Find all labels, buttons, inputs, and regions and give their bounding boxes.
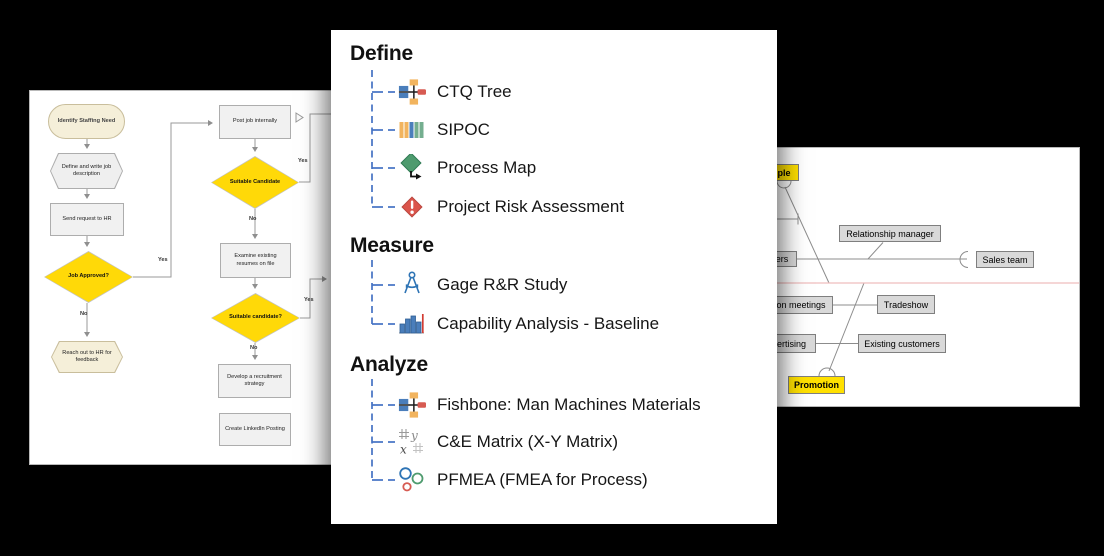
- tool-item-ce-matrix[interactable]: y x C&E Matrix (X-Y Matrix): [398, 428, 618, 456]
- roadmap-tree-lines: [371, 70, 395, 481]
- capability-icon: [398, 310, 426, 338]
- svg-text:y: y: [410, 429, 418, 443]
- edge-label-yes: Yes: [298, 158, 308, 164]
- flowchart-window: Identify Staffing Need Define and write …: [29, 90, 345, 465]
- flow-node-post-job[interactable]: Post job internally: [219, 105, 291, 139]
- tool-item-capability[interactable]: Capability Analysis - Baseline: [398, 310, 659, 338]
- tool-item-process-map[interactable]: Process Map: [398, 154, 536, 182]
- fishbone-icon: [398, 391, 426, 419]
- section-title-define: Define: [350, 42, 413, 65]
- edge-label-yes: Yes: [158, 257, 168, 263]
- edge-label-no: No: [250, 345, 258, 351]
- tool-label: PFMEA (FMEA for Process): [437, 470, 648, 489]
- tool-item-pfmea[interactable]: PFMEA (FMEA for Process): [398, 466, 648, 494]
- fishbone-category-promotion[interactable]: Promotion: [788, 376, 845, 394]
- edge-label-yes: Yes: [304, 297, 314, 303]
- tool-item-gage-rr[interactable]: Gage R&R Study: [398, 271, 567, 299]
- fishbone-cause-advertising[interactable]: ertising: [771, 334, 816, 353]
- tool-item-sipoc[interactable]: SIPOC: [398, 116, 490, 144]
- tool-label: CTQ Tree: [437, 82, 512, 101]
- tool-label: Fishbone: Man Machines Materials: [437, 395, 701, 414]
- svg-text:x: x: [400, 443, 407, 457]
- fishbone-cause-fragment[interactable]: ers: [771, 251, 797, 267]
- tool-label: Gage R&R Study: [437, 275, 568, 294]
- fishbone-window: ple Relationship manager ers Sales team …: [770, 147, 1080, 407]
- fishbone-head-sales-team[interactable]: Sales team: [976, 251, 1034, 268]
- section-title-analyze: Analyze: [350, 353, 428, 376]
- fishbone-cause-relationship-manager[interactable]: Relationship manager: [839, 225, 941, 242]
- flow-node-create-posting[interactable]: Create LinkedIn Posting: [219, 413, 291, 446]
- flow-node-send-request[interactable]: Send request to HR: [50, 203, 124, 236]
- edge-label-no: No: [249, 216, 257, 222]
- fishbone-cause-tradeshow[interactable]: Tradeshow: [877, 295, 935, 314]
- fishbone-cause-meetings[interactable]: on meetings: [771, 296, 833, 314]
- fishbone-connectors: [771, 180, 1079, 377]
- flow-node-develop-strategy[interactable]: Develop a recruitment strategy: [218, 364, 291, 398]
- fishbone-category-people[interactable]: ple: [771, 164, 799, 181]
- tool-label: C&E Matrix (X-Y Matrix): [437, 432, 619, 451]
- tool-item-fishbone[interactable]: Fishbone: Man Machines Materials: [398, 391, 701, 419]
- flow-node-examine-resumes[interactable]: Examine existing resumes on file: [220, 243, 291, 278]
- tool-label: Project Risk Assessment: [437, 197, 625, 216]
- ctq-tree-icon: [398, 78, 426, 106]
- flow-node-start[interactable]: Identify Staffing Need: [48, 104, 125, 139]
- flow-node-reach-out[interactable]: Reach out to HR for feedback: [51, 341, 123, 373]
- tool-label: SIPOC: [437, 120, 490, 139]
- sipoc-icon: [398, 116, 426, 144]
- pfmea-icon: [398, 466, 426, 494]
- tool-label: Process Map: [437, 158, 537, 177]
- tool-item-risk-assessment[interactable]: Project Risk Assessment: [398, 193, 624, 221]
- ce-matrix-icon: y x: [398, 428, 426, 456]
- tool-item-ctq-tree[interactable]: CTQ Tree: [398, 78, 512, 106]
- flow-node-define-job[interactable]: Define and write job description: [50, 153, 123, 189]
- tool-label: Capability Analysis - Baseline: [437, 314, 660, 333]
- roadmap-window: Define Measure Analyze CTQ Tree: [331, 30, 777, 524]
- edge-label-no: No: [80, 311, 88, 317]
- process-map-icon: [398, 154, 426, 182]
- risk-assessment-icon: [398, 193, 426, 221]
- gage-rr-icon: [398, 271, 426, 299]
- fishbone-cause-existing-customers[interactable]: Existing customers: [858, 334, 946, 353]
- section-title-measure: Measure: [350, 234, 434, 257]
